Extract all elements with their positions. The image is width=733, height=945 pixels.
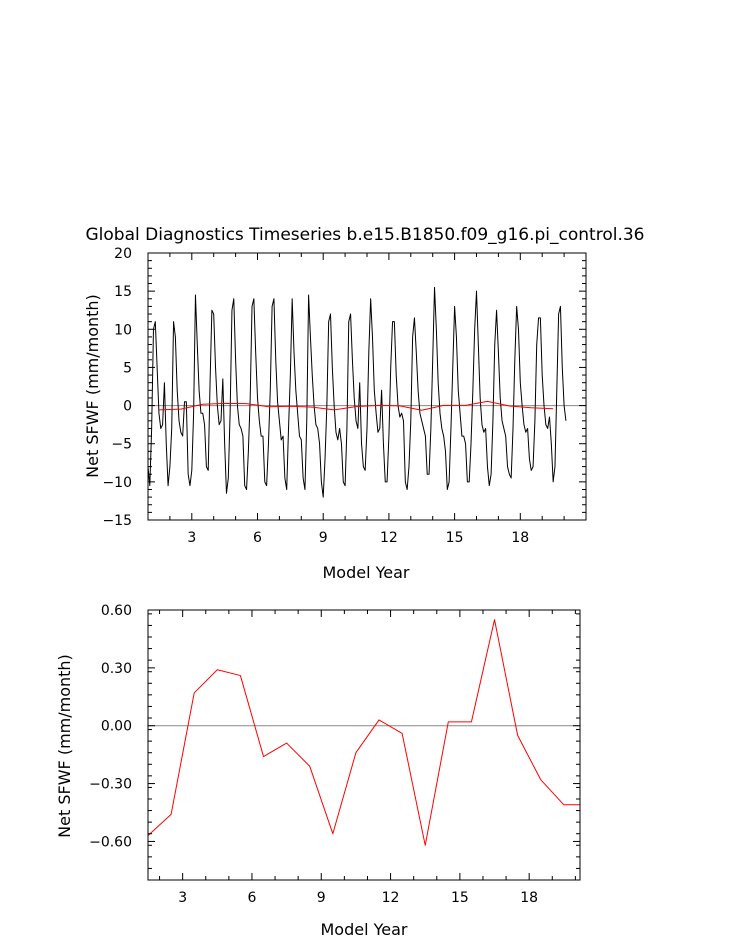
annual-mean-series-line <box>158 400 554 411</box>
x-tick-label: 15 <box>451 890 469 906</box>
y-axis-label: Net SFWF (mm/month) <box>55 654 74 838</box>
y-tick-labels: −0.60 −0.30 0.00 0.30 0.60 <box>89 603 132 850</box>
y-tick-label: −10 <box>102 475 132 491</box>
y-tick-label: 0.30 <box>101 661 132 677</box>
x-tick-label: 6 <box>247 890 256 906</box>
x-tick-labels: 3 6 9 12 15 18 <box>178 890 538 906</box>
series-group <box>147 619 580 846</box>
y-tick-label: 0.00 <box>101 719 132 735</box>
plot-frame <box>147 252 587 521</box>
y-tick-label: −0.30 <box>89 777 132 793</box>
x-tick-label: 9 <box>319 530 328 546</box>
y-axis-label: Net SFWF (mm/month) <box>83 294 102 478</box>
annual-mean-series-line <box>147 619 580 846</box>
x-axis-label: Model Year <box>321 920 408 939</box>
y-tick-label: −5 <box>111 437 132 453</box>
x-tick-label: 12 <box>382 890 400 906</box>
x-tick-label: 12 <box>380 530 398 546</box>
bottom-panel: −0.60 −0.30 0.00 0.30 0.60 3 6 9 12 15 18 Model Y… <box>55 603 581 939</box>
y-tick-label: −15 <box>102 513 132 529</box>
x-tick-label: 3 <box>187 530 196 546</box>
x-axis-label: Model Year <box>323 563 410 582</box>
plot-frame <box>147 609 581 881</box>
y-tick-label: 15 <box>114 284 132 300</box>
y-tick-label: 5 <box>123 360 132 376</box>
x-tick-label: 15 <box>446 530 464 546</box>
y-tick-label: 20 <box>114 246 132 262</box>
x-tick-label: 9 <box>317 890 326 906</box>
x-tick-labels: 3 6 9 12 15 18 <box>187 530 529 546</box>
chart-title: Global Diagnostics Timeseries b.e15.B185… <box>86 225 645 245</box>
x-tick-label: 6 <box>253 530 262 546</box>
y-tick-label: 10 <box>114 322 132 338</box>
x-tick-label: 18 <box>511 530 529 546</box>
y-tick-label: 0.60 <box>101 603 132 619</box>
monthly-series-line <box>147 286 567 498</box>
y-tick-label: 0 <box>123 399 132 415</box>
x-tick-label: 18 <box>520 890 538 906</box>
tick-marks <box>148 609 580 881</box>
top-panel: Global Diagnostics Timeseries b.e15.B185… <box>83 225 644 582</box>
y-tick-label: −0.60 <box>89 834 132 850</box>
tick-marks <box>147 252 587 521</box>
x-tick-label: 3 <box>178 890 187 906</box>
series-group <box>147 286 567 498</box>
y-tick-labels: −15 −10 −5 0 5 10 15 20 <box>102 246 132 529</box>
